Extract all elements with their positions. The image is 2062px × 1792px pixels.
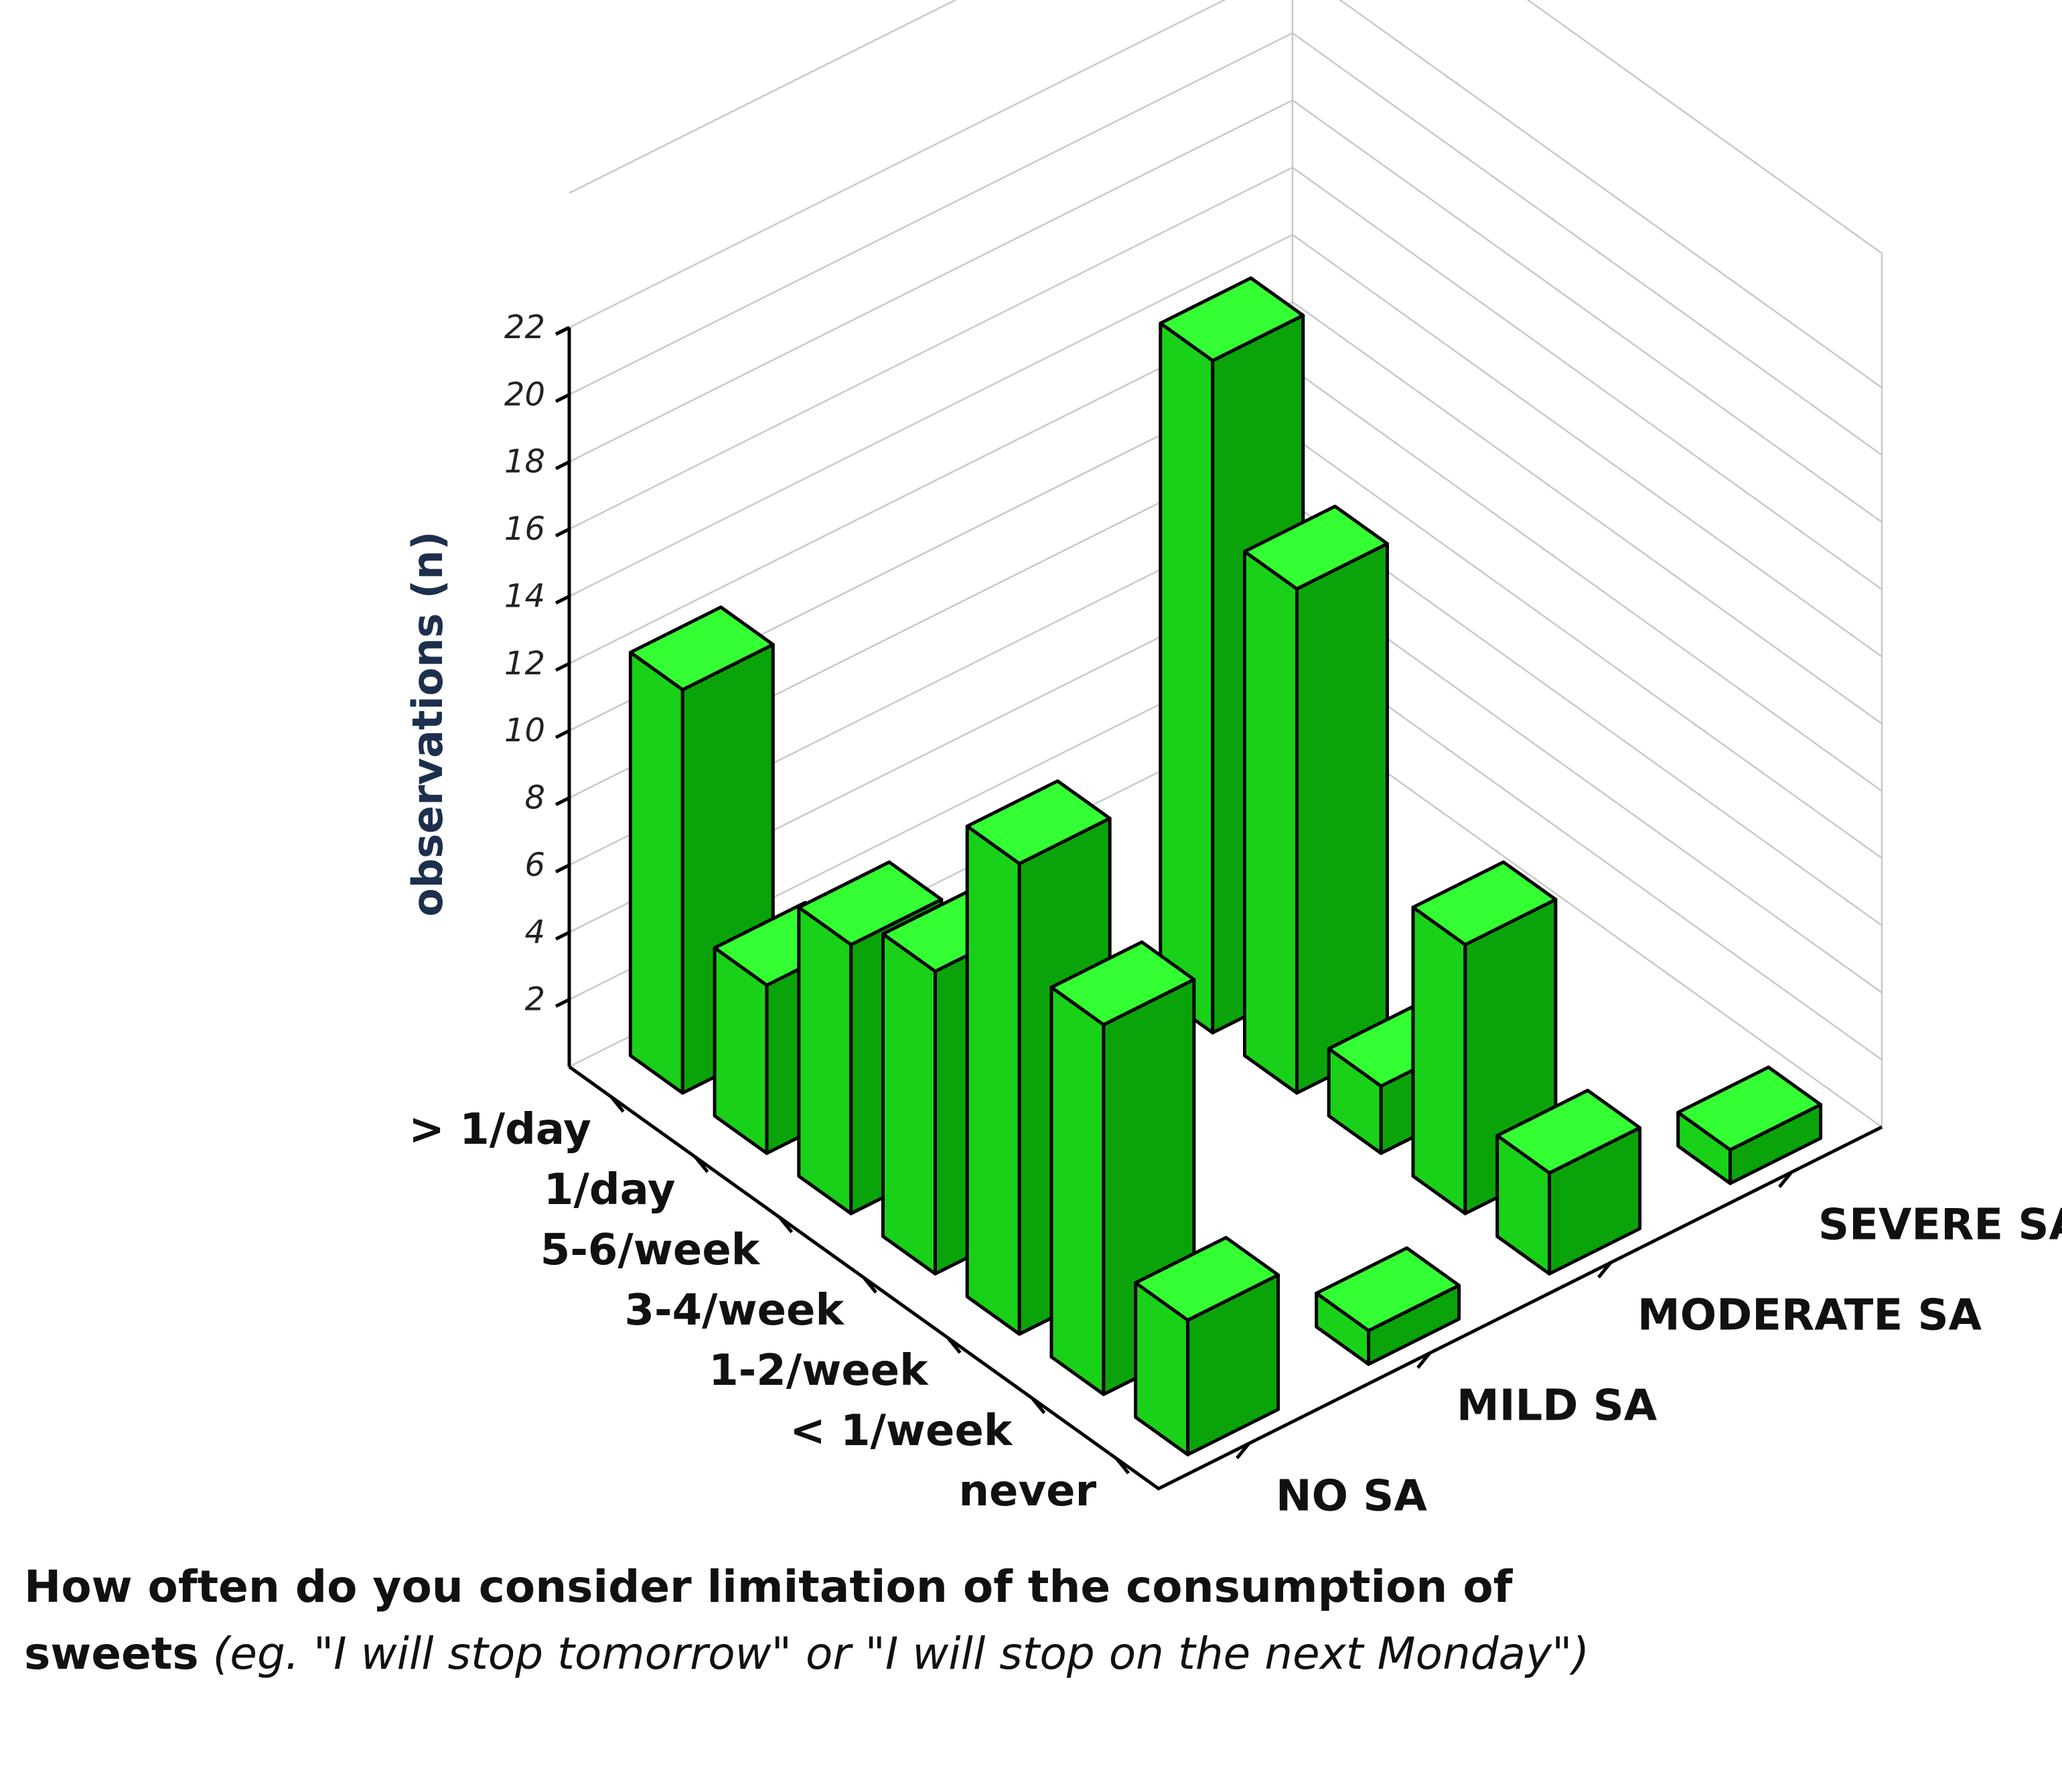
gridline-z-14 (569, 234, 1883, 658)
freq-label-3: 3-4/week (625, 1286, 845, 1335)
bar-face-top (1243, 504, 1389, 591)
z-tick-label-22: 22 (504, 309, 545, 346)
bar-moderate-sa-6 (1495, 1088, 1642, 1276)
z-tick-label-18: 18 (504, 443, 545, 481)
bar-face-left (1159, 321, 1215, 1035)
figure-caption: How often do you consider limitation of … (24, 1554, 1631, 1688)
gridline-z-16 (569, 166, 1883, 591)
bar-face-top (1159, 276, 1305, 362)
freq-tick-2 (778, 1216, 794, 1234)
freq-label-1: 1/day (544, 1165, 676, 1215)
freq-tick-6 (1115, 1457, 1130, 1475)
z-tick-18 (555, 460, 571, 470)
z-tick-label-20: 20 (504, 376, 545, 413)
freq-tick-1 (694, 1156, 709, 1173)
bar-face-top (1411, 860, 1558, 947)
bar-face-left (881, 932, 937, 1276)
z-tick-label-4: 4 (524, 913, 545, 951)
freq-label-5: < 1/week (790, 1406, 1013, 1456)
bar-face-left (1243, 550, 1299, 1095)
freq-tick-3 (863, 1276, 877, 1294)
z-tick-label-16: 16 (504, 510, 545, 548)
bar-face-top (965, 779, 1112, 866)
group-label-1: MILD SA (1457, 1382, 1658, 1431)
chart-axes (555, 325, 1883, 1491)
bar-face-left (797, 905, 853, 1215)
z-tick-label-10: 10 (504, 712, 545, 749)
bar-face-top (1049, 940, 1196, 1027)
freq-label-6: never (958, 1467, 1096, 1516)
z-tick-14 (555, 595, 571, 605)
bar-face-top (1315, 1246, 1461, 1333)
gridline-z-22 (569, 0, 1883, 389)
bar-face-left (628, 650, 684, 1095)
bar-face-left (1411, 905, 1467, 1215)
z-axis-title: observations (n) (403, 531, 452, 917)
z-tick-20 (555, 393, 571, 403)
bar-moderate-sa-3 (1243, 504, 1389, 1095)
freq-tick-5 (1031, 1397, 1046, 1414)
bar-face-top (628, 605, 775, 692)
z-tick-2 (555, 998, 571, 1008)
z-tick-label-14: 14 (504, 577, 545, 615)
chart-grid (569, 0, 1883, 1129)
gridline-z-18 (569, 99, 1883, 523)
z-tick-top (555, 325, 571, 336)
back-wall-top-left (569, 0, 958, 194)
z-tick-10 (555, 729, 571, 739)
chart-labels: 2 4 6 8 10 12 14 16 18 20 22 > 1/day 1/day 5-6/week 3-… (403, 309, 2062, 1521)
bar-face-left (965, 824, 1021, 1336)
bar-face-left (1049, 985, 1106, 1396)
z-tick-4 (555, 931, 571, 941)
bar-face-top (1676, 1065, 1823, 1152)
z-tick-8 (555, 796, 571, 806)
caption-example: (eg. "I will stop tomorrow" or "I will s… (212, 1628, 1590, 1679)
group-label-2: MODERATE SA (1637, 1291, 1982, 1341)
z-tick-6 (555, 863, 571, 874)
group-tick-3 (1778, 1171, 1793, 1189)
bar-severe-sa-6 (1676, 1065, 1823, 1185)
caption-question: How often do you consider limitation of … (24, 1561, 1513, 1679)
group-tick-1 (1416, 1351, 1431, 1369)
gridline-z-12 (569, 301, 1883, 725)
group-label-0: NO SA (1276, 1472, 1427, 1521)
gridline-z-20 (569, 31, 1883, 456)
floor-axes (568, 1065, 1883, 1491)
group-tick-0 (1236, 1442, 1250, 1460)
freq-tick-0 (609, 1096, 625, 1113)
bar-face-top (1495, 1088, 1642, 1175)
group-tick-2 (1597, 1261, 1612, 1279)
bar-face-right (1295, 542, 1389, 1095)
z-tick-label-2: 2 (524, 981, 545, 1019)
z-tick-12 (555, 662, 571, 672)
freq-label-0: > 1/day (409, 1105, 591, 1154)
z-tick-label-12: 12 (504, 645, 545, 682)
freq-label-2: 5-6/week (540, 1225, 761, 1275)
chart-bars (628, 276, 1823, 1457)
bar-mild-sa-6 (1315, 1246, 1461, 1366)
freq-label-4: 1-2/week (709, 1346, 929, 1396)
z-tick-label-8: 8 (524, 779, 545, 817)
z-tick-16 (555, 527, 571, 538)
back-wall-top-right (1526, 0, 1883, 254)
bar-no-sa-6 (1134, 1236, 1280, 1457)
freq-tick-4 (946, 1337, 962, 1354)
bar-face-top (1134, 1236, 1280, 1322)
group-label-3: SEVERE SA (1818, 1201, 2062, 1250)
z-tick-label-6: 6 (524, 846, 545, 884)
bar-face-top (797, 860, 944, 947)
